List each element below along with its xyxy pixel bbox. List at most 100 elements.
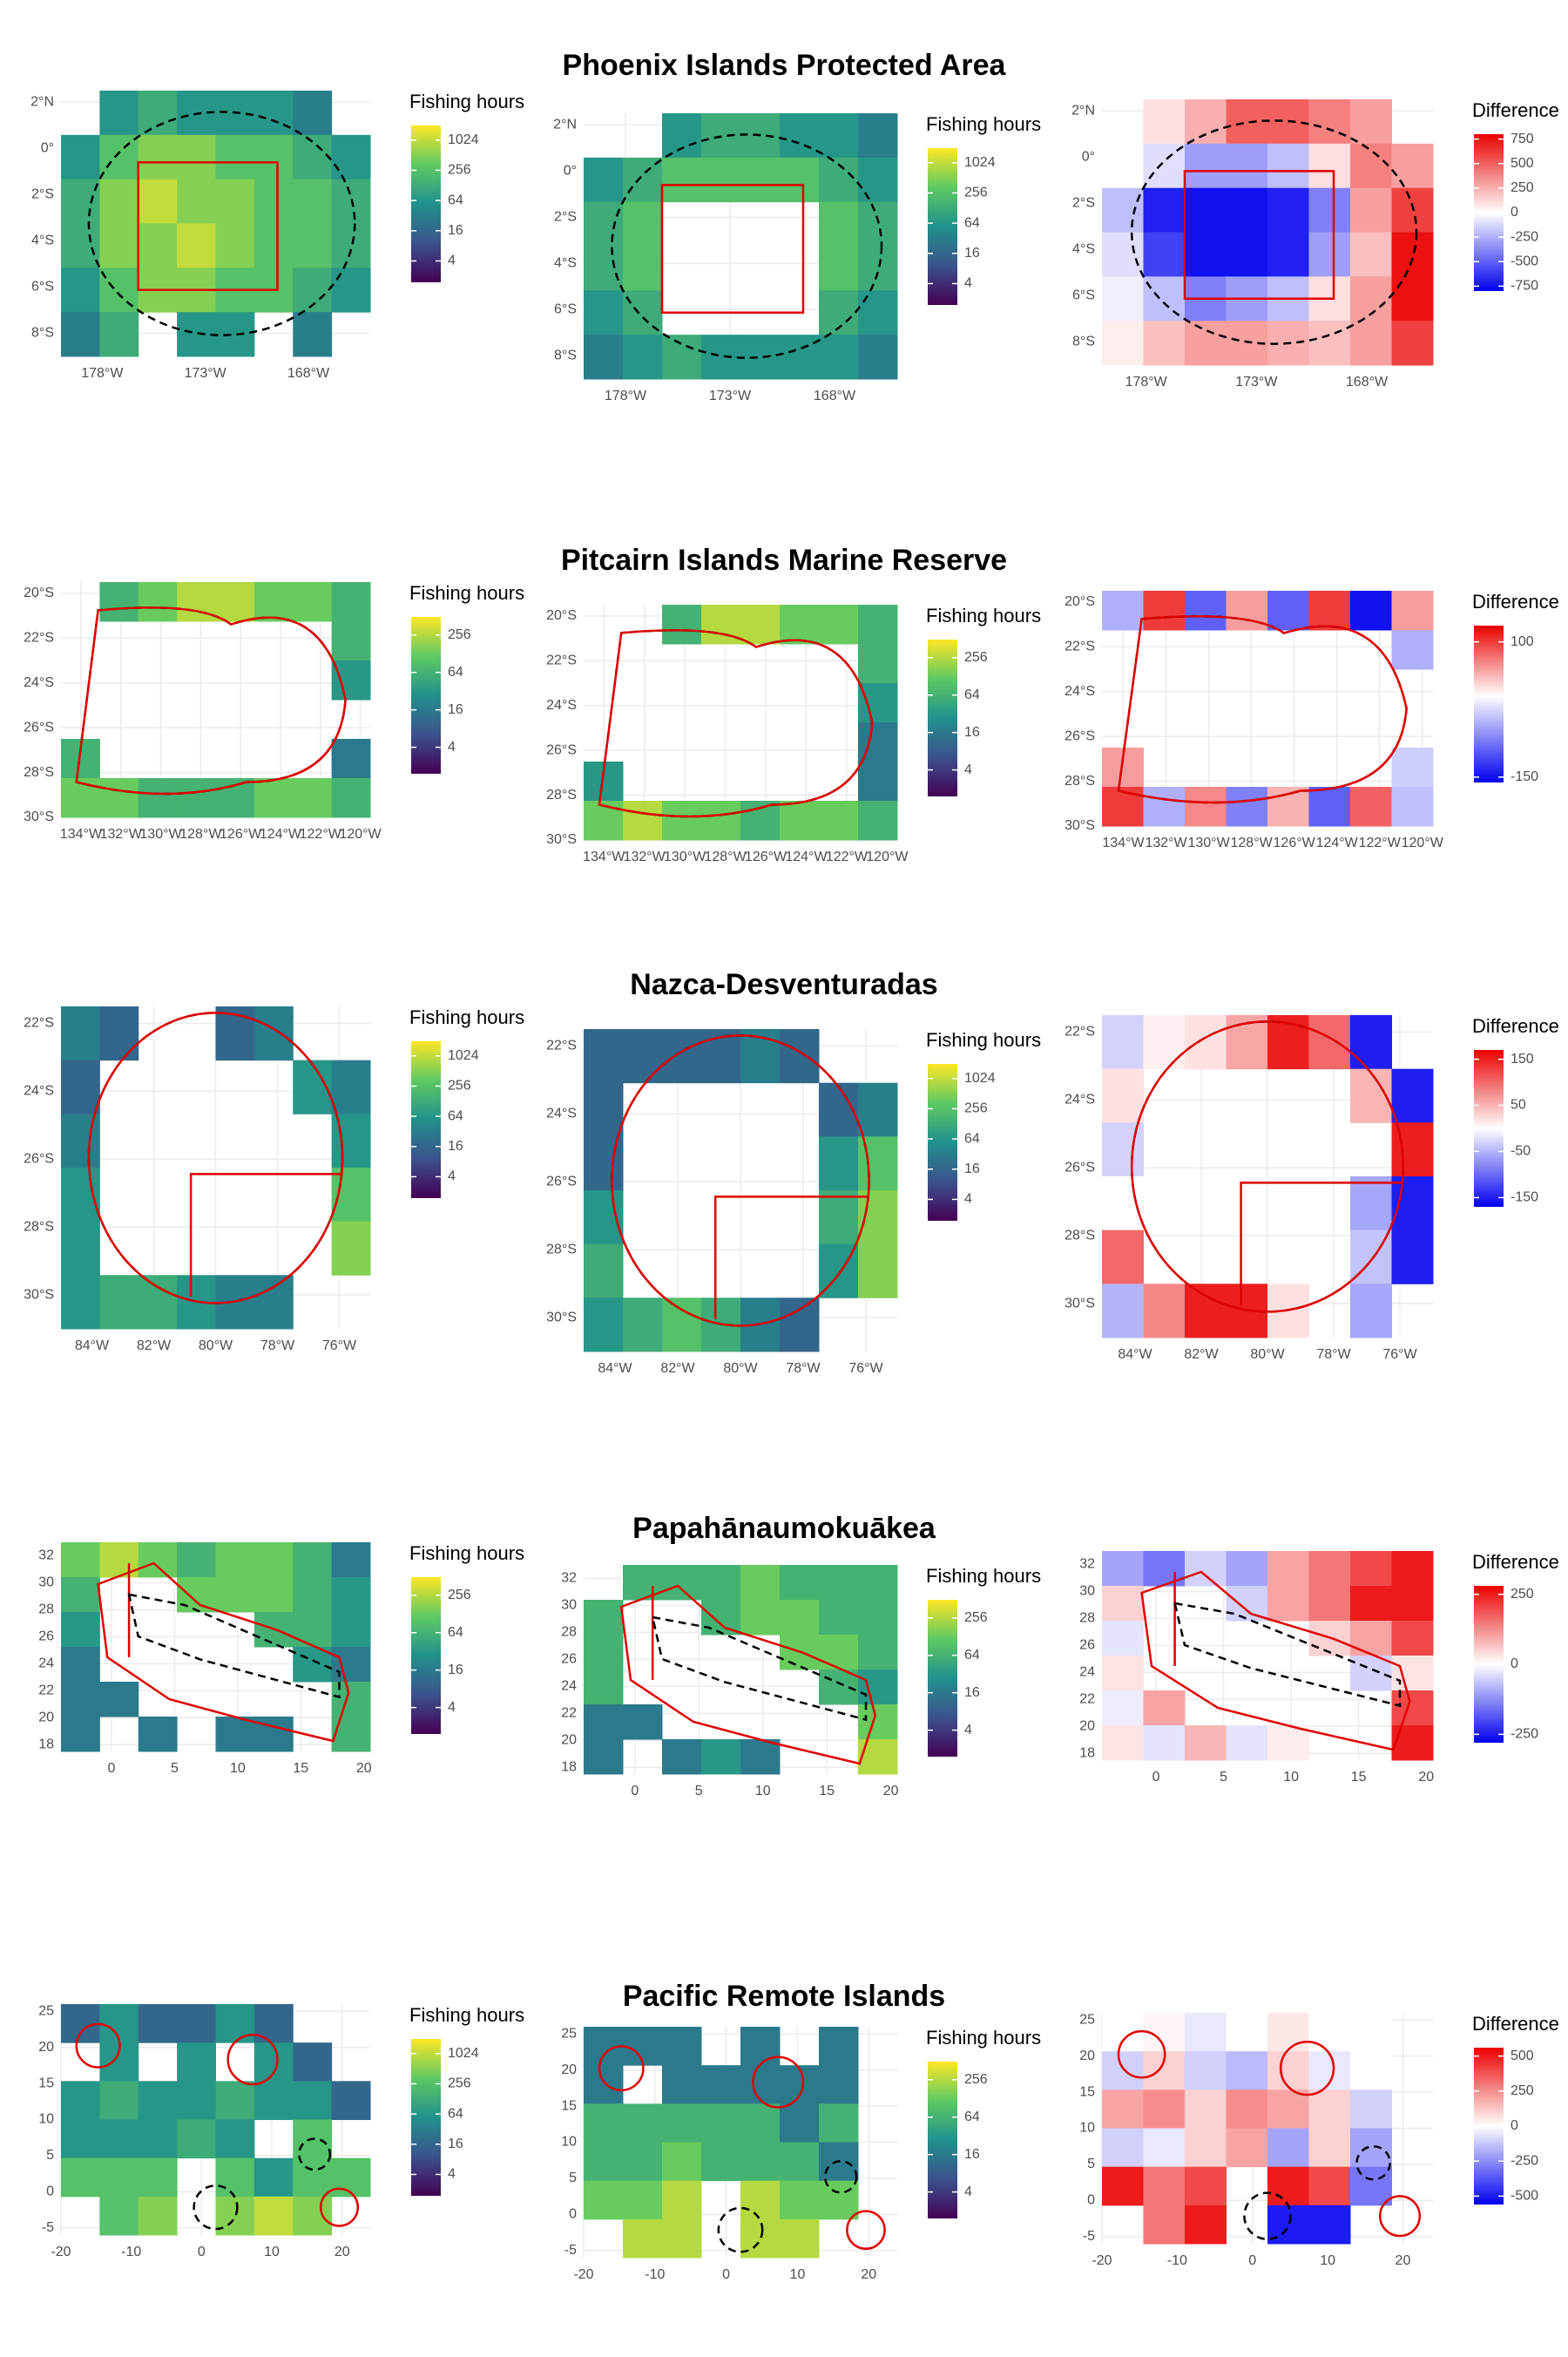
- heat-cell: [331, 1577, 371, 1613]
- heat-cell: [1226, 187, 1268, 233]
- heat-cell: [819, 2027, 859, 2066]
- heat-cell: [61, 1168, 100, 1223]
- y-tick-label: 15: [1079, 2084, 1095, 2099]
- colorbar: [411, 125, 441, 282]
- colorbar-label: 4: [448, 1700, 456, 1715]
- heat-cell: [1267, 2128, 1309, 2168]
- colorbar-label: -250: [1511, 2153, 1538, 2168]
- colorbar-label: 16: [964, 1685, 980, 1700]
- colorbar-label: 256: [964, 2072, 988, 2087]
- colorbar: [411, 1041, 441, 1198]
- panel: 178°W 173°W 168°W 2°N 0° 2°S 4°S 6°S 8°S Differen…: [1071, 99, 1559, 389]
- heat-cell: [331, 1221, 371, 1276]
- heat-cell: [293, 91, 333, 136]
- y-tick-label: 24°S: [1064, 684, 1095, 699]
- heat-cell: [331, 268, 371, 313]
- heat-cell: [61, 312, 100, 357]
- heat-cell: [293, 312, 333, 357]
- heat-cell: [253, 2004, 294, 2043]
- colorbar: [411, 1577, 441, 1734]
- panel: -20 -10 0 10 20 -5 0 5 10 15 20 25 Fishing hours 1024…: [38, 2004, 524, 2260]
- heat-cell: [253, 1275, 294, 1330]
- heat-cell: [61, 778, 100, 818]
- heat-cell: [623, 2103, 663, 2143]
- row-title: Pacific Remote Islands: [623, 1980, 945, 2013]
- heat-cell: [858, 801, 898, 841]
- x-tick-label: 120°W: [339, 827, 382, 842]
- heat-cell: [662, 2218, 702, 2259]
- colorbar-label: 1024: [964, 155, 996, 170]
- heat-cell: [1308, 2013, 1351, 2052]
- heat-cell: [99, 1542, 139, 1578]
- heat-cell: [1143, 1690, 1186, 1726]
- heat-cell: [780, 335, 820, 380]
- heat-cell: [1350, 2013, 1392, 2052]
- heat-cell: [253, 2081, 294, 2120]
- y-tick-label: 10: [1079, 2121, 1095, 2136]
- heat-cell: [1143, 1551, 1186, 1587]
- colorbar-label: 64: [448, 1625, 463, 1640]
- colorbar-label: 256: [448, 1079, 471, 1094]
- heat-cell: [1143, 2166, 1186, 2206]
- heat-cell: [1143, 99, 1186, 145]
- mpa-outline: [1378, 2195, 1422, 2238]
- y-tick-label: 22: [561, 1706, 577, 1721]
- y-tick-label: 8°S: [1072, 335, 1095, 349]
- heat-cell: [253, 2157, 294, 2198]
- heat-cell: [740, 157, 781, 203]
- heat-cell: [1102, 276, 1144, 322]
- heat-cell: [61, 2157, 100, 2198]
- heat-cell: [1391, 591, 1434, 631]
- mpa-outline: [97, 1561, 350, 1743]
- colorbar-label: 500: [1511, 156, 1534, 171]
- x-tick-label: 173°W: [709, 389, 752, 403]
- x-tick-label: 20: [883, 1784, 899, 1798]
- colorbar: [928, 148, 957, 305]
- y-tick-label: 22°S: [1064, 1025, 1095, 1040]
- y-tick-label: 26: [1079, 1638, 1095, 1653]
- heat-cell: [623, 2027, 663, 2066]
- heat-cell: [1226, 1725, 1268, 1761]
- colorbar-label: 4: [964, 1192, 972, 1207]
- heat-cell: [701, 157, 741, 203]
- heat-cell: [138, 778, 178, 818]
- heat-cell: [138, 582, 178, 622]
- heat-cell: [138, 134, 178, 180]
- colorbar-label: 0: [1511, 1656, 1518, 1671]
- heat-cell: [858, 246, 898, 291]
- heat-cell: [662, 2065, 702, 2104]
- heat-cell: [740, 2180, 781, 2220]
- heat-cell: [293, 179, 333, 224]
- heat-cell: [177, 179, 216, 224]
- heat-cell: [1226, 2089, 1268, 2129]
- x-tick-label: 0: [198, 2245, 206, 2259]
- y-tick-label: 0°: [564, 164, 577, 179]
- heat-cell: [1185, 2205, 1227, 2245]
- heat-cell: [1185, 787, 1227, 827]
- heat-cell: [1102, 2089, 1144, 2129]
- y-tick-label: 8°S: [31, 326, 54, 341]
- colorbar-label: 256: [448, 627, 471, 642]
- heat-cell: [1102, 1068, 1144, 1123]
- y-tick-label: 26°S: [546, 1174, 577, 1189]
- heat-cell: [1308, 1551, 1351, 1587]
- heat-cell: [623, 1029, 663, 1084]
- x-tick-label: 124°W: [260, 827, 302, 842]
- heat-cell: [331, 2157, 371, 2198]
- y-tick-label: 6°S: [554, 302, 577, 317]
- y-tick-label: 28°S: [1064, 1228, 1095, 1243]
- mpa-outline: [298, 2137, 332, 2171]
- heat-cell: [61, 1114, 100, 1168]
- heat-cell: [138, 179, 178, 224]
- y-tick-label: 22°S: [24, 1016, 54, 1031]
- heat-cell: [1102, 232, 1144, 277]
- mpa-outline: [1117, 2029, 1166, 2079]
- heat-cell: [780, 2218, 820, 2259]
- mpa-outline: [1130, 1020, 1405, 1313]
- x-tick-label: 80°W: [199, 1338, 233, 1353]
- mpa-box: [660, 184, 805, 314]
- heat-cell: [1226, 2051, 1268, 2090]
- heat-cell: [584, 1704, 624, 1740]
- heat-cell: [662, 2027, 702, 2066]
- heat-cell: [61, 1612, 100, 1648]
